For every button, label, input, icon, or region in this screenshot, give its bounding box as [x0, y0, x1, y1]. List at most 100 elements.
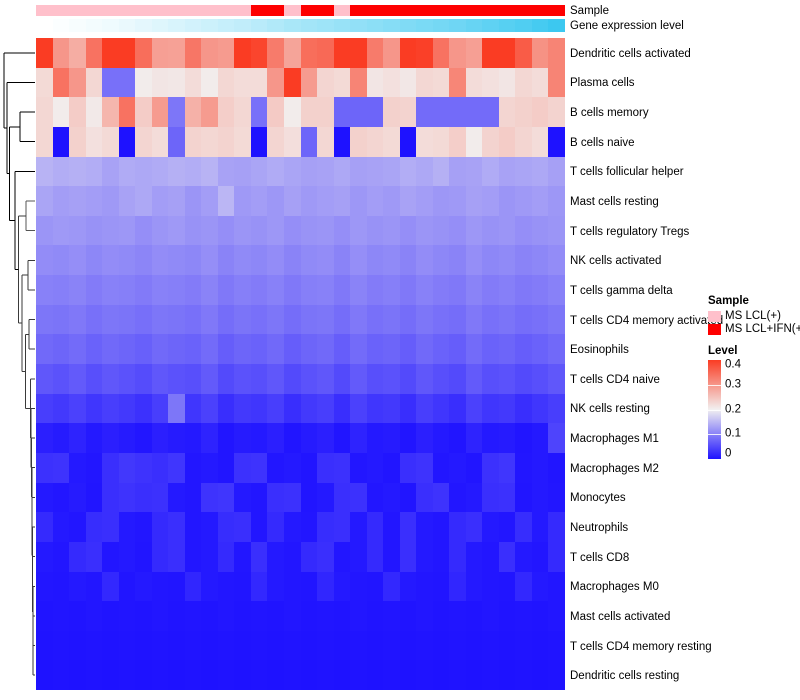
heatmap-cell[interactable] [498, 186, 516, 216]
heatmap-cell[interactable] [515, 245, 532, 276]
heatmap-cell[interactable] [267, 571, 284, 602]
heatmap-cell[interactable] [432, 482, 450, 513]
heatmap-cell[interactable] [201, 334, 218, 365]
heatmap-cell[interactable] [416, 97, 433, 127]
heatmap-cell[interactable] [333, 630, 351, 661]
heatmap-cell[interactable] [267, 630, 284, 661]
heatmap-cell[interactable] [184, 660, 202, 691]
heatmap-cell[interactable] [449, 452, 466, 483]
heatmap-cell[interactable] [366, 275, 384, 305]
heatmap-cell[interactable] [366, 482, 384, 513]
heatmap-cell[interactable] [118, 97, 136, 127]
heatmap-cell[interactable] [36, 275, 53, 305]
heatmap-cell[interactable] [52, 364, 70, 394]
heatmap-cell[interactable] [317, 482, 334, 513]
heatmap-cell[interactable] [36, 571, 53, 602]
heatmap-cell[interactable] [69, 245, 86, 276]
heatmap-cell[interactable] [250, 660, 268, 691]
heatmap-cell[interactable] [416, 423, 433, 453]
heatmap-cell[interactable] [350, 275, 367, 305]
heatmap-cell[interactable] [118, 245, 136, 276]
heatmap-cell[interactable] [201, 245, 218, 276]
heatmap-cell[interactable] [465, 215, 483, 246]
heatmap-cell[interactable] [350, 393, 367, 424]
heatmap-cell[interactable] [333, 334, 351, 365]
heatmap-cell[interactable] [201, 215, 218, 246]
heatmap-cell[interactable] [135, 452, 152, 483]
heatmap-cell[interactable] [217, 67, 235, 98]
heatmap-cell[interactable] [383, 275, 400, 305]
heatmap-cell[interactable] [350, 126, 367, 157]
heatmap-cell[interactable] [482, 156, 499, 187]
heatmap-cell[interactable] [300, 67, 318, 98]
heatmap-cell[interactable] [118, 334, 136, 365]
heatmap-cell[interactable] [333, 304, 351, 335]
legend-item-ms-lcl[interactable]: MS LCL(+) [708, 310, 800, 323]
heatmap-cell[interactable] [135, 275, 152, 305]
heatmap-cell[interactable] [217, 423, 235, 453]
heatmap-cell[interactable] [383, 156, 400, 187]
heatmap-cell[interactable] [366, 186, 384, 216]
heatmap-cell[interactable] [432, 38, 450, 68]
heatmap-cell[interactable] [217, 38, 235, 68]
heatmap-cell[interactable] [135, 215, 152, 246]
heatmap-cell[interactable] [250, 423, 268, 453]
heatmap-cell[interactable] [135, 97, 152, 127]
heatmap-cell[interactable] [267, 156, 284, 187]
heatmap-cell[interactable] [366, 334, 384, 365]
heatmap-cell[interactable] [234, 630, 251, 661]
heatmap-cell[interactable] [69, 601, 86, 631]
heatmap-cell[interactable] [531, 512, 549, 542]
heatmap-cell[interactable] [85, 215, 103, 246]
heatmap-cell[interactable] [333, 423, 351, 453]
heatmap-cell[interactable] [52, 660, 70, 691]
heatmap-cell[interactable] [85, 334, 103, 365]
heatmap-cell[interactable] [184, 482, 202, 513]
heatmap-cell[interactable] [432, 67, 450, 98]
heatmap-cell[interactable] [366, 156, 384, 187]
heatmap-cell[interactable] [36, 601, 53, 631]
heatmap-cell[interactable] [399, 364, 417, 394]
heatmap-cell[interactable] [399, 334, 417, 365]
heatmap-cell[interactable] [317, 245, 334, 276]
heatmap-cell[interactable] [151, 215, 169, 246]
heatmap-cell[interactable] [267, 304, 284, 335]
heatmap-cell[interactable] [250, 512, 268, 542]
heatmap-cell[interactable] [383, 571, 400, 602]
heatmap-cell[interactable] [36, 393, 53, 424]
heatmap-cell[interactable] [416, 364, 433, 394]
heatmap-cell[interactable] [515, 512, 532, 542]
heatmap-cell[interactable] [399, 275, 417, 305]
heatmap-cell[interactable] [85, 38, 103, 68]
heatmap-cell[interactable] [151, 186, 169, 216]
heatmap-cell[interactable] [333, 571, 351, 602]
heatmap-cell[interactable] [52, 275, 70, 305]
heatmap-cell[interactable] [482, 452, 499, 483]
heatmap-cell[interactable] [267, 38, 284, 68]
heatmap-cell[interactable] [300, 304, 318, 335]
heatmap-cell[interactable] [531, 452, 549, 483]
heatmap-cell[interactable] [465, 275, 483, 305]
heatmap-cell[interactable] [36, 452, 53, 483]
heatmap-cell[interactable] [102, 601, 119, 631]
heatmap-cell[interactable] [250, 186, 268, 216]
heatmap-cell[interactable] [333, 126, 351, 157]
heatmap-cell[interactable] [118, 38, 136, 68]
heatmap-cell[interactable] [52, 452, 70, 483]
heatmap-cell[interactable] [168, 215, 185, 246]
heatmap-cell[interactable] [383, 393, 400, 424]
heatmap-cell[interactable] [465, 97, 483, 127]
heatmap-cell[interactable] [548, 423, 565, 453]
heatmap-cell[interactable] [317, 97, 334, 127]
heatmap-cell[interactable] [69, 364, 86, 394]
heatmap-cell[interactable] [234, 156, 251, 187]
heatmap-cell[interactable] [250, 126, 268, 157]
heatmap-cell[interactable] [283, 275, 301, 305]
heatmap-cell[interactable] [399, 97, 417, 127]
heatmap-cell[interactable] [383, 334, 400, 365]
heatmap-cell[interactable] [548, 275, 565, 305]
heatmap-cell[interactable] [317, 393, 334, 424]
heatmap-cell[interactable] [135, 423, 152, 453]
heatmap-cell[interactable] [234, 186, 251, 216]
heatmap-cell[interactable] [201, 97, 218, 127]
